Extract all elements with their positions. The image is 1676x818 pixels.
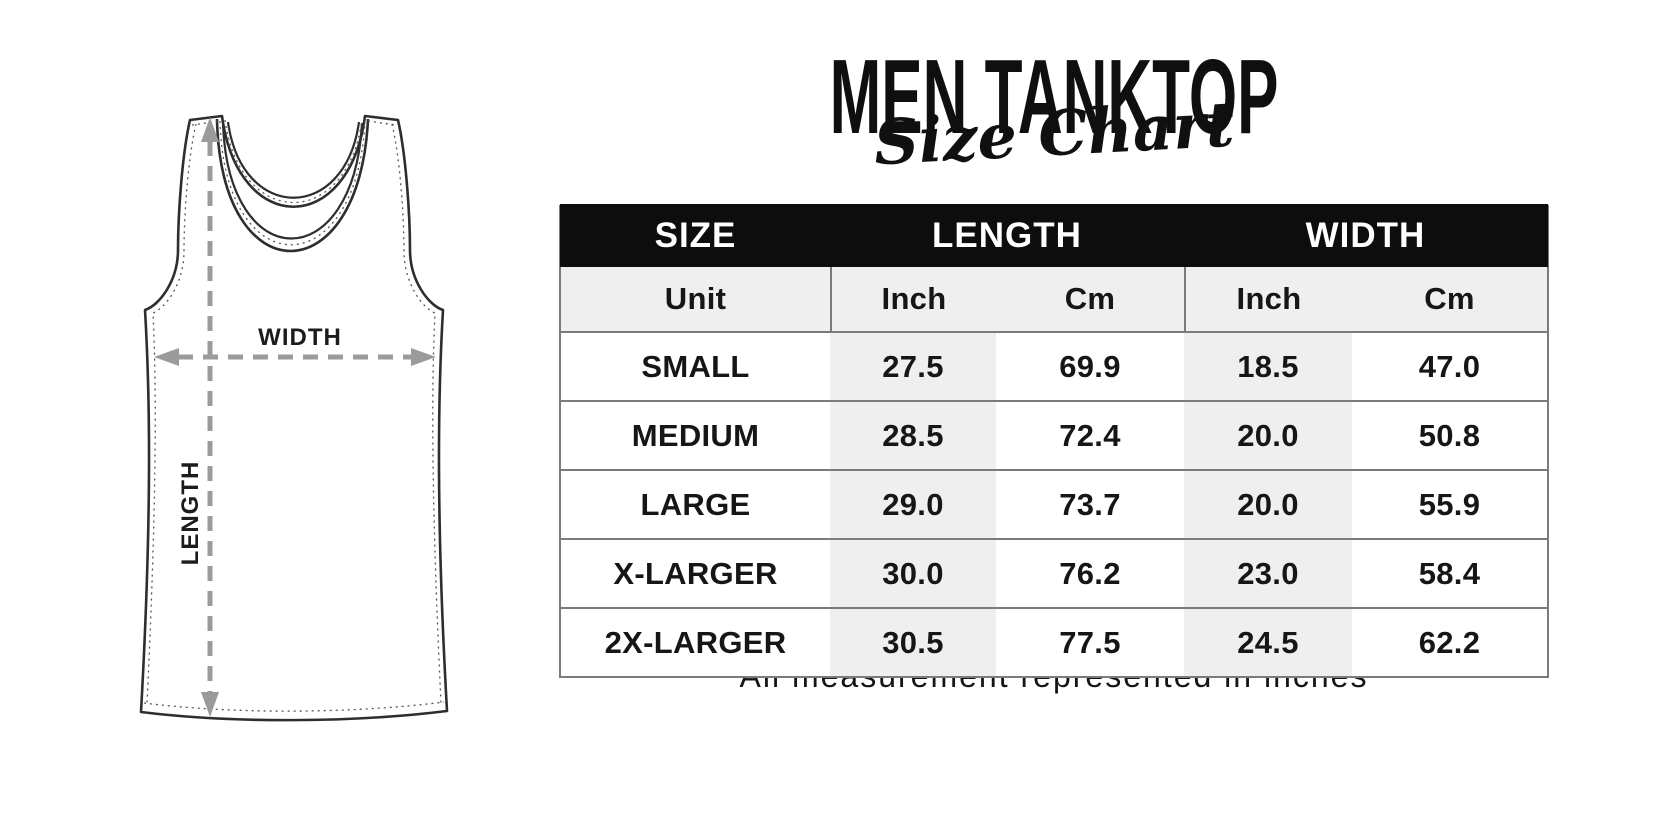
length-arrow-icon [201, 117, 219, 717]
back-collar-band [226, 121, 361, 199]
value-cell: 24.5 [1184, 609, 1352, 676]
value-cell: 47.0 [1418, 348, 1481, 384]
width-arrow-icon [154, 348, 436, 366]
left-seam-stitch [146, 123, 197, 704]
front-collar-stitch [219, 120, 366, 246]
width-dimension-label: WIDTH [258, 324, 342, 351]
unit-length-cm: Cm [1064, 281, 1116, 316]
value-cell: 20.0 [1184, 471, 1352, 538]
value-cell: 29.0 [830, 471, 996, 538]
value-cell: 69.9 [1059, 348, 1121, 384]
size-cell: LARGE [640, 486, 751, 522]
value-cell: 58.4 [1418, 555, 1481, 591]
table-row: SMALL 27.5 69.9 18.5 47.0 [561, 333, 1547, 402]
header-width: WIDTH [1305, 215, 1426, 255]
page-title-text: MEN TANKTOP [829, 37, 1279, 157]
size-cell: X-LARGER [613, 555, 778, 591]
tanktop-outline [139, 114, 449, 722]
value-cell: 23.0 [1184, 540, 1352, 607]
value-cell: 30.0 [830, 540, 996, 607]
right-seam-stitch [391, 123, 442, 704]
value-cell: 27.5 [830, 333, 996, 400]
table-header-row: SIZE LENGTH WIDTH [560, 204, 1548, 267]
tanktop-diagram: WIDTH LENGTH [110, 95, 470, 725]
unit-length-inch: Inch [830, 267, 996, 331]
header-size: SIZE [654, 215, 737, 255]
value-cell: 50.8 [1418, 417, 1481, 453]
value-cell: 73.7 [1059, 486, 1121, 522]
value-cell: 55.9 [1418, 486, 1481, 522]
front-collar-outer [215, 118, 370, 253]
unit-label: Unit [664, 281, 727, 316]
table-row: 2X-LARGER 30.5 77.5 24.5 62.2 [561, 609, 1547, 676]
table-row: X-LARGER 30.0 76.2 23.0 58.4 [561, 540, 1547, 609]
size-chart-table: SIZE LENGTH WIDTH Unit Inch Cm Inch Cm S… [559, 204, 1549, 678]
size-cell: MEDIUM [631, 417, 760, 453]
front-collar-inner [221, 122, 364, 240]
value-cell: 20.0 [1184, 402, 1352, 469]
unit-row: Unit Inch Cm Inch Cm [561, 267, 1547, 333]
value-cell: 18.5 [1184, 333, 1352, 400]
value-cell: 72.4 [1059, 417, 1121, 453]
header-length: LENGTH [932, 215, 1082, 255]
unit-width-cm: Cm [1424, 281, 1475, 316]
value-cell: 77.5 [1059, 624, 1121, 660]
value-cell: 76.2 [1059, 555, 1121, 591]
size-cell: 2X-LARGER [604, 624, 787, 660]
size-cell: SMALL [641, 348, 750, 384]
stitch-lines [143, 119, 445, 712]
value-cell: 30.5 [830, 609, 996, 676]
table-row: LARGE 29.0 73.7 20.0 55.9 [561, 471, 1547, 540]
value-cell: 28.5 [830, 402, 996, 469]
unit-width-inch: Inch [1184, 267, 1352, 331]
length-dimension-label: LENGTH [177, 461, 204, 566]
value-cell: 62.2 [1418, 624, 1481, 660]
tanktop-svg: WIDTH LENGTH [139, 114, 449, 722]
page-title: MEN TANKTOP [559, 44, 1549, 150]
table-row: MEDIUM 28.5 72.4 20.0 50.8 [561, 402, 1547, 471]
